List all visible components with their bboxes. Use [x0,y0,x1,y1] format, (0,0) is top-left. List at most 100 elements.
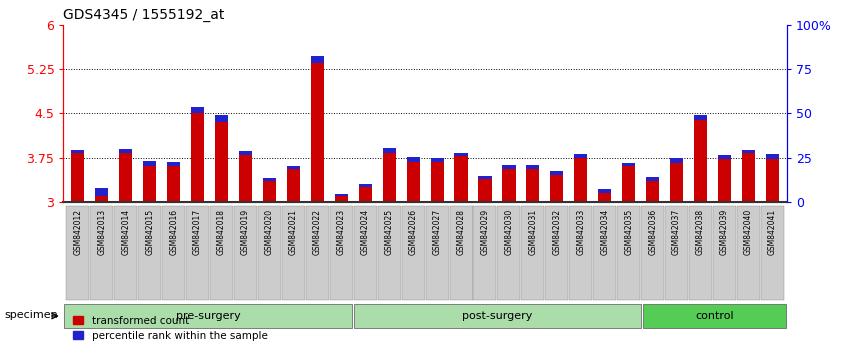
Bar [71,153,85,202]
Bar [239,151,252,155]
Text: GSM842020: GSM842020 [265,209,274,255]
Bar [550,171,563,175]
FancyBboxPatch shape [497,206,520,300]
FancyBboxPatch shape [66,206,90,300]
Text: GSM842040: GSM842040 [744,209,753,255]
FancyBboxPatch shape [114,206,137,300]
Text: GSM842031: GSM842031 [529,209,537,255]
FancyBboxPatch shape [306,206,329,300]
Bar [503,166,515,169]
Bar [694,115,707,120]
Bar [96,188,108,196]
Bar [550,175,563,202]
Text: GSM842029: GSM842029 [481,209,490,255]
FancyBboxPatch shape [91,206,113,300]
Bar [622,166,635,202]
FancyBboxPatch shape [426,206,448,300]
FancyBboxPatch shape [234,206,257,300]
Bar [431,158,443,162]
Bar [478,176,492,179]
Bar [191,107,204,113]
FancyBboxPatch shape [665,206,688,300]
Bar [766,154,779,159]
Bar [382,148,396,153]
Bar [670,158,684,164]
Bar [359,184,372,187]
Bar [119,149,132,153]
Text: GSM842017: GSM842017 [193,209,202,255]
FancyBboxPatch shape [282,206,305,300]
Bar [143,166,157,202]
Text: GSM842027: GSM842027 [432,209,442,255]
FancyBboxPatch shape [593,206,616,300]
Bar [191,113,204,202]
Bar [382,153,396,202]
Text: post-surgery: post-surgery [462,311,533,321]
Bar [335,194,348,196]
Text: GSM842019: GSM842019 [241,209,250,255]
Text: GSM842024: GSM842024 [360,209,370,255]
FancyBboxPatch shape [258,206,281,300]
Text: GSM842032: GSM842032 [552,209,562,255]
Bar [143,161,157,166]
FancyBboxPatch shape [761,206,784,300]
Bar [96,196,108,202]
Text: specimen: specimen [4,310,58,320]
Bar [310,63,324,202]
FancyBboxPatch shape [737,206,760,300]
Text: GSM842021: GSM842021 [288,209,298,255]
Bar [407,162,420,202]
Text: GSM842016: GSM842016 [169,209,179,255]
Bar [431,162,443,202]
Bar [167,166,180,202]
Bar [454,153,468,156]
Bar [694,120,707,202]
Bar [526,169,540,202]
FancyBboxPatch shape [713,206,736,300]
Text: GSM842041: GSM842041 [768,209,777,255]
Bar [263,178,276,181]
Text: GSM842034: GSM842034 [601,209,609,255]
Text: GSM842014: GSM842014 [121,209,130,255]
Bar [359,187,372,202]
FancyBboxPatch shape [474,206,497,300]
Bar [119,153,132,202]
Text: GSM842023: GSM842023 [337,209,346,255]
FancyBboxPatch shape [689,206,712,300]
FancyBboxPatch shape [377,206,401,300]
Bar [526,166,540,169]
Bar [742,153,755,202]
Text: GSM842039: GSM842039 [720,209,729,255]
Bar [215,122,228,202]
FancyBboxPatch shape [641,206,664,300]
Text: GSM842022: GSM842022 [313,209,321,255]
Bar [622,162,635,166]
FancyBboxPatch shape [569,206,592,300]
Bar [503,169,515,202]
FancyBboxPatch shape [643,304,786,328]
FancyBboxPatch shape [186,206,209,300]
Bar [287,166,300,169]
Text: GSM842015: GSM842015 [146,209,154,255]
Text: GSM842013: GSM842013 [97,209,107,255]
Text: GSM842035: GSM842035 [624,209,633,255]
FancyBboxPatch shape [618,206,640,300]
FancyBboxPatch shape [354,206,376,300]
Bar [718,155,731,159]
Text: GSM842025: GSM842025 [385,209,393,255]
Bar [310,56,324,63]
Text: GDS4345 / 1555192_at: GDS4345 / 1555192_at [63,8,225,22]
Bar [598,189,612,193]
FancyBboxPatch shape [521,206,544,300]
Bar [287,169,300,202]
FancyBboxPatch shape [138,206,162,300]
Bar [263,181,276,202]
Bar [167,162,180,166]
Text: GSM842033: GSM842033 [576,209,585,255]
FancyBboxPatch shape [210,206,233,300]
Bar [670,164,684,202]
Bar [742,150,755,153]
FancyBboxPatch shape [64,304,352,328]
FancyBboxPatch shape [402,206,425,300]
Bar [598,193,612,202]
